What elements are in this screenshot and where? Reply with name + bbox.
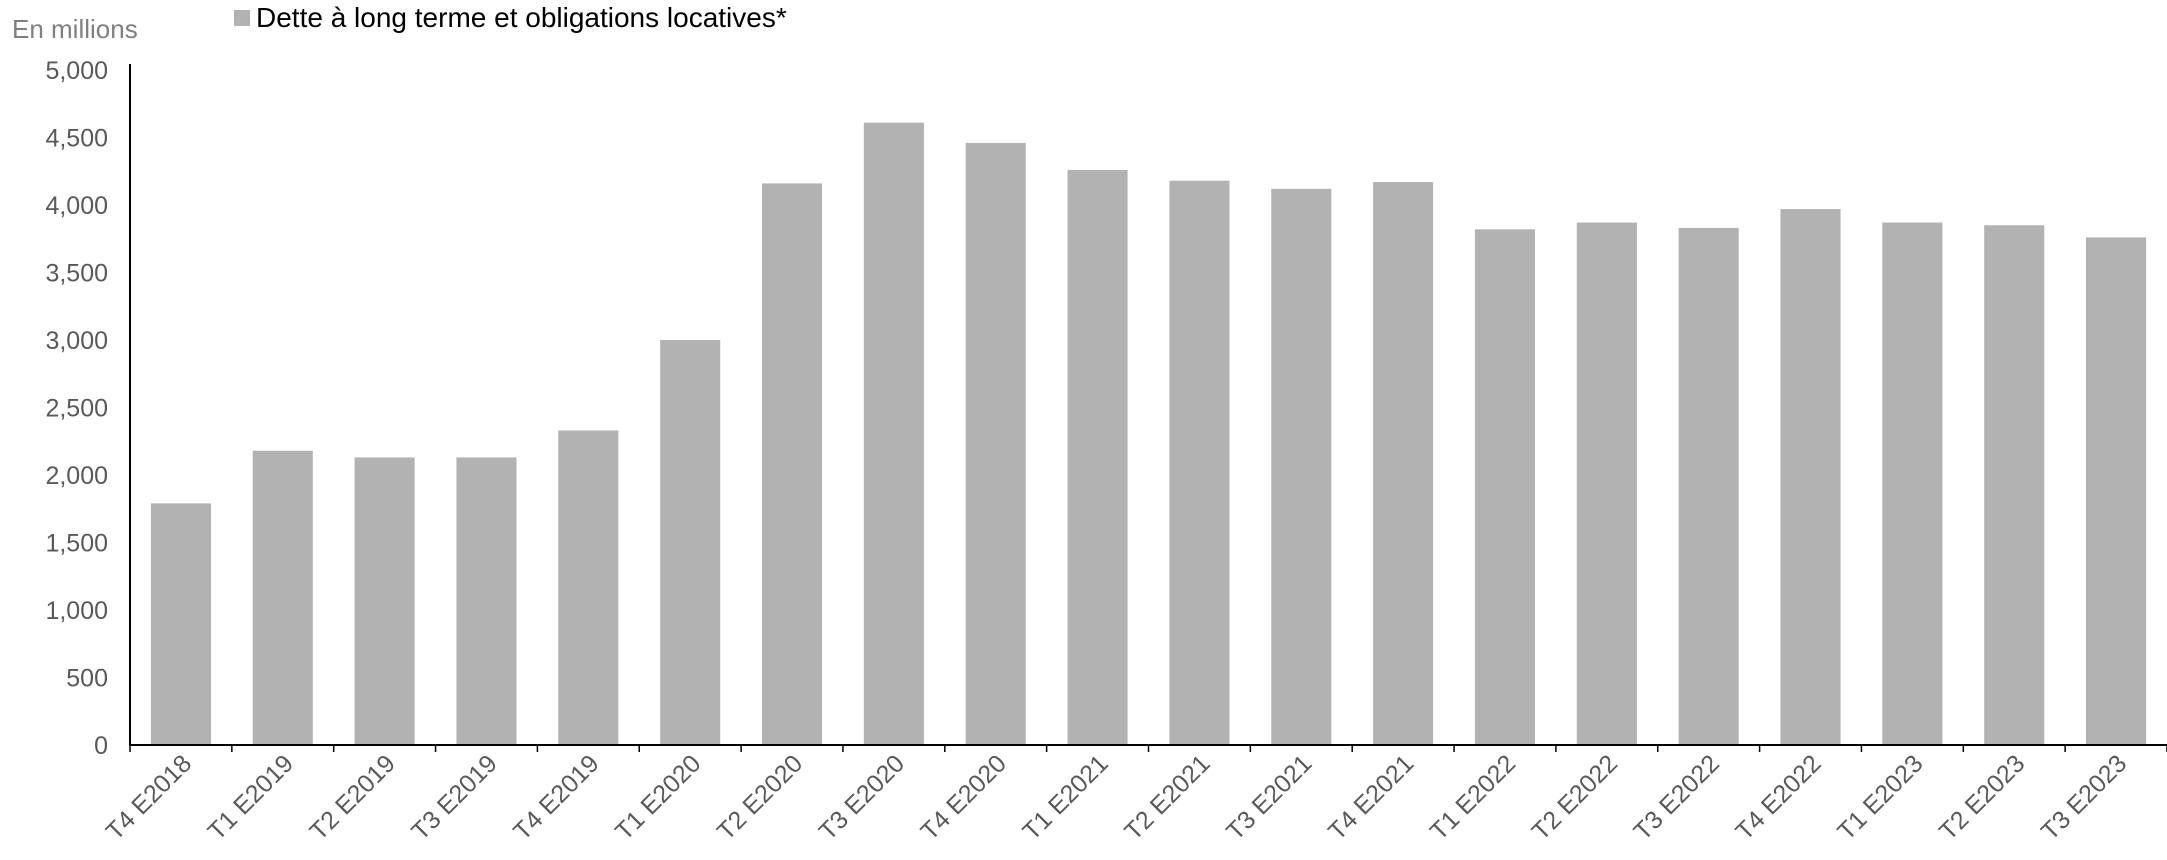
x-tick-label: T2 E2019: [304, 749, 400, 845]
bar: [863, 122, 924, 745]
x-tick-label: T3 E2022: [1628, 749, 1724, 845]
x-tick-label: T4 E2022: [1730, 749, 1826, 845]
x-tick-label: T3 E2020: [814, 749, 910, 845]
y-tick-label: 500: [66, 665, 108, 693]
x-tick-label: T1 E2019: [203, 749, 299, 845]
y-tick-label: 0: [94, 732, 108, 760]
legend-swatch: [234, 10, 250, 26]
x-tick-label: T2 E2022: [1527, 749, 1623, 845]
y-tick-label: 4,000: [45, 192, 108, 220]
y-tick-label: 1,000: [45, 597, 108, 625]
x-tick-label: T1 E2020: [610, 749, 706, 845]
bar: [1678, 227, 1739, 745]
bar: [1271, 188, 1332, 746]
legend: Dette à long terme et obligations locati…: [234, 2, 787, 34]
x-tick-labels: T4 E2018 T1 E2019 T2 E2019 T3 E2019 T4 E2019…: [101, 749, 2133, 845]
x-tick-label: T3 E2023: [2036, 749, 2132, 845]
axes-group: [129, 64, 2167, 752]
bar: [761, 183, 823, 745]
x-tick-label: T4 E2020: [915, 749, 1011, 845]
bar: [1373, 182, 1434, 746]
bar: [1984, 225, 2045, 745]
x-tick-label: T2 E2023: [1934, 749, 2030, 845]
bar: [965, 142, 1026, 745]
x-tick-label: T2 E2021: [1119, 749, 1215, 845]
y-axis-unit-label: En millions: [12, 14, 138, 44]
x-tick-label: T1 E2022: [1425, 749, 1521, 845]
bar: [354, 457, 415, 745]
y-tick-label: 3,500: [45, 260, 108, 288]
y-tick-label: 2,000: [45, 462, 108, 490]
bar: [456, 457, 517, 745]
x-tick-label: T2 E2020: [712, 749, 808, 845]
y-tick-label: 4,500: [45, 125, 108, 153]
bar: [660, 340, 721, 745]
bar: [1067, 169, 1128, 745]
bars-group: [150, 122, 2147, 746]
bar: [1780, 209, 1841, 746]
x-tick-label: T1 E2021: [1017, 749, 1113, 845]
y-tick-label: 5,000: [45, 57, 108, 85]
bar: [1882, 222, 1943, 746]
x-tick-label: T4 E2018: [101, 749, 197, 845]
bar: [1474, 229, 1536, 746]
bar: [1169, 180, 1230, 745]
bar: [2086, 237, 2147, 745]
bar: [150, 503, 211, 745]
y-tick-label: 3,000: [45, 327, 108, 355]
bar: [252, 450, 313, 745]
y-tick-labels: 0 500 1,000 1,500 2,000 2,500 3,000 3,500 4,000 4…: [45, 57, 108, 760]
x-tick-label: T3 E2021: [1221, 749, 1317, 845]
bar: [558, 430, 619, 745]
legend-label: Dette à long terme et obligations locati…: [256, 2, 787, 33]
x-tick-label: T4 E2019: [508, 749, 604, 845]
y-tick-label: 1,500: [45, 530, 108, 558]
x-tick-label: T1 E2023: [1832, 749, 1928, 845]
x-tick-label: T3 E2019: [406, 749, 502, 845]
x-tick-label: T4 E2021: [1323, 749, 1419, 845]
y-tick-label: 2,500: [45, 395, 108, 423]
bar: [1576, 222, 1637, 746]
